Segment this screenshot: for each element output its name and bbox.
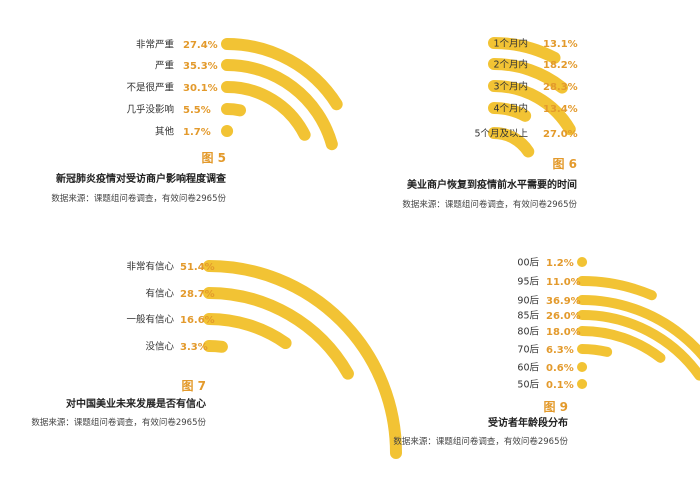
fig5-arc bbox=[221, 38, 343, 111]
fig6-arc bbox=[488, 37, 561, 64]
fig9-value-label: 26.0% bbox=[546, 311, 581, 322]
fig6-arc bbox=[488, 102, 532, 122]
fig6-value-label: 28.3% bbox=[543, 82, 578, 93]
fig9-category-label: 90后 bbox=[517, 296, 539, 307]
fig6-source: 数据来源：课题组问卷调查，有效问卷2965份 bbox=[402, 199, 577, 210]
fig7-category-label: 一般有信心 bbox=[126, 314, 174, 326]
fig7-value-label: 3.3% bbox=[180, 342, 208, 353]
fig7-category-label: 有信心 bbox=[145, 288, 174, 300]
fig9-value-label: 18.0% bbox=[546, 327, 581, 338]
fig9-category-label: 80后 bbox=[517, 327, 539, 338]
fig6-category-label: 3个月内 bbox=[493, 81, 528, 93]
fig7-arc bbox=[203, 339, 228, 353]
fig6-value-label: 13.4% bbox=[543, 104, 578, 115]
fig5-category-label: 几乎没影响 bbox=[126, 104, 174, 116]
fig9-category-label: 60后 bbox=[517, 363, 539, 374]
fig9-category-label: 70后 bbox=[517, 345, 539, 356]
fig9-arc bbox=[577, 276, 657, 301]
fig5-category-label: 非常严重 bbox=[136, 39, 175, 51]
fig9-value-label: 11.0% bbox=[546, 277, 581, 288]
fig7-value-label: 16.6% bbox=[180, 315, 215, 326]
fig5-title: 新冠肺炎疫情对受访商户影响程度调查 bbox=[56, 172, 227, 185]
fig7-category-label: 没信心 bbox=[145, 341, 174, 353]
fig7-value-label: 28.7% bbox=[180, 289, 215, 300]
fig6-arc bbox=[488, 127, 535, 158]
fig7-source: 数据来源：课题组问卷调查，有效问卷2965份 bbox=[31, 417, 206, 428]
fig9-category-label: 85后 bbox=[517, 311, 539, 322]
fig7-arc bbox=[203, 287, 354, 380]
fig9-arc bbox=[577, 326, 666, 363]
fig7-chart: 非常有信心 51.4% 有信心 28.7% 一般有信心 16.6% 没信心 3.3% 图 7 对中… bbox=[31, 260, 402, 459]
fig6-title: 美业商户恢复到疫情前水平需要的时间 bbox=[407, 178, 577, 191]
fig5-figure-label: 图 5 bbox=[201, 151, 226, 165]
fig6-value-label: 13.1% bbox=[543, 39, 578, 50]
fig7-arc bbox=[203, 260, 402, 459]
fig9-title: 受访者年龄段分布 bbox=[488, 416, 568, 429]
fig6-arc bbox=[488, 58, 569, 94]
fig9-chart: 00后 1.2% 95后 11.0% 90后 36.9% 85后 26.0% 80后 18.0% 7… bbox=[393, 257, 700, 447]
fig6-value-label: 27.0% bbox=[543, 129, 578, 140]
fig9-arc bbox=[577, 295, 700, 361]
fig5-source: 数据来源：课题组问卷调查，有效问卷2965份 bbox=[51, 193, 226, 204]
fig5-category-label: 严重 bbox=[155, 60, 175, 72]
fig5-arc bbox=[221, 59, 338, 151]
fig6-figure-label: 图 6 bbox=[552, 157, 577, 171]
fig7-title: 对中国美业未来发展是否有信心 bbox=[66, 397, 206, 410]
fig5-value-label: 1.7% bbox=[183, 127, 211, 138]
fig6-category-label: 2个月内 bbox=[493, 59, 528, 71]
fig9-arc bbox=[577, 344, 613, 357]
fig9-category-label: 50后 bbox=[517, 380, 539, 391]
fig9-figure-label: 图 9 bbox=[543, 400, 568, 414]
fig5-value-label: 5.5% bbox=[183, 105, 211, 116]
fig6-category-label: 5个月及以上 bbox=[474, 129, 528, 140]
fig7-arc bbox=[203, 313, 292, 350]
fig5-value-label: 27.4% bbox=[183, 40, 218, 51]
fig9-category-label: 00后 bbox=[517, 258, 539, 269]
fig6-arc bbox=[488, 80, 576, 136]
fig7-figure-label: 图 7 bbox=[181, 379, 206, 393]
fig9-arc bbox=[577, 310, 700, 381]
fig5-category-label: 不是很严重 bbox=[126, 82, 174, 94]
fig5-arc bbox=[221, 103, 247, 117]
fig9-value-label: 1.2% bbox=[546, 258, 574, 269]
fig9-value-label: 0.6% bbox=[546, 363, 574, 374]
fig6-category-label: 1个月内 bbox=[493, 38, 528, 50]
fig7-value-label: 51.4% bbox=[180, 262, 215, 273]
fig6-value-label: 18.2% bbox=[543, 60, 578, 71]
fig5-value-label: 35.3% bbox=[183, 61, 218, 72]
fig9-value-label: 36.9% bbox=[546, 296, 581, 307]
fig5-category-label: 其他 bbox=[155, 126, 175, 138]
fig6-chart: 1个月内 13.1% 2个月内 18.2% 3个月内 28.3% 4个月内 13.4% 5个月及… bbox=[402, 37, 578, 210]
fig5-value-label: 30.1% bbox=[183, 83, 218, 94]
fig7-category-label: 非常有信心 bbox=[126, 261, 174, 273]
fig5-chart: 非常严重 27.4% 严重 35.3% 不是很严重 30.1% 几乎没影响 5.5% 其他 1.7… bbox=[51, 38, 343, 204]
fig5-arc bbox=[221, 81, 311, 141]
fig9-source: 数据来源：课题组问卷调查，有效问卷2965份 bbox=[393, 436, 568, 447]
fig9-value-label: 0.1% bbox=[546, 380, 574, 391]
fig9-value-label: 6.3% bbox=[546, 345, 574, 356]
fig9-category-label: 95后 bbox=[517, 277, 539, 288]
fig6-category-label: 4个月内 bbox=[493, 103, 528, 115]
